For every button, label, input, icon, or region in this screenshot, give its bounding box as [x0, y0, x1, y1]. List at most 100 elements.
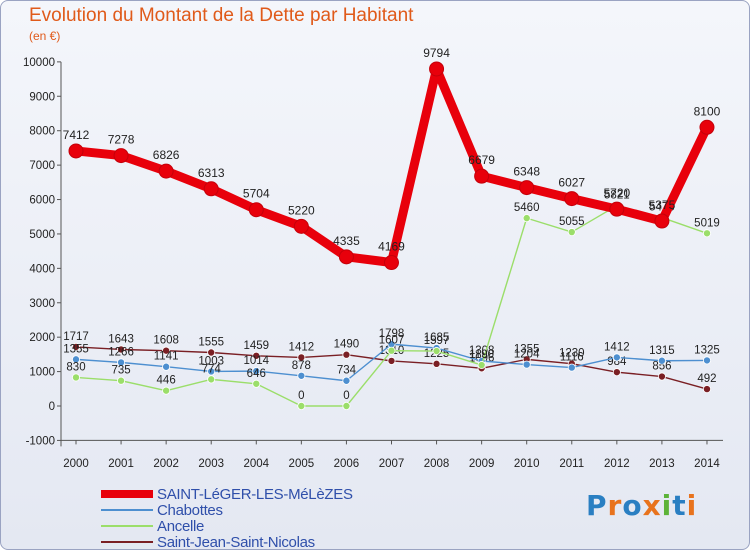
data-label: 8100: [694, 104, 721, 118]
data-point: [342, 376, 351, 385]
y-tick-label: 8000: [29, 126, 55, 138]
legend-label: SAINT-LéGER-LES-MéLèZES: [157, 485, 353, 503]
data-label: 878: [292, 360, 311, 372]
legend-label: Chabottes: [157, 501, 223, 519]
logo-letter: i: [661, 489, 673, 522]
data-label: 446: [157, 375, 176, 387]
data-point: [387, 346, 396, 355]
x-tick-label: 2005: [289, 458, 315, 470]
legend-swatch: [101, 525, 153, 527]
data-point: [699, 119, 715, 135]
data-label: 1412: [604, 341, 630, 353]
legend-item: Ancelle: [101, 518, 353, 535]
data-point: [567, 228, 576, 237]
data-point: [117, 376, 126, 385]
data-label: 774: [202, 363, 222, 375]
data-point: [342, 401, 351, 410]
y-tick-label: 6000: [29, 195, 55, 207]
data-point: [609, 201, 625, 217]
data-point: [657, 356, 666, 365]
data-point: [72, 355, 81, 364]
data-point: [158, 163, 174, 179]
y-tick-label: 1000: [29, 367, 55, 379]
data-point: [117, 358, 126, 367]
data-label: 1315: [649, 345, 675, 357]
data-label: 1608: [153, 335, 179, 347]
data-point: [522, 214, 531, 223]
data-point: [162, 346, 171, 355]
data-point: [477, 361, 486, 370]
data-label: 6313: [198, 166, 225, 180]
x-tick-label: 2009: [469, 458, 495, 470]
data-point: [72, 373, 81, 382]
data-point: [612, 353, 621, 362]
data-point: [248, 202, 264, 218]
y-tick-label: 9000: [29, 91, 55, 103]
data-point: [207, 367, 216, 376]
data-label: 1308: [469, 345, 495, 357]
data-point: [297, 401, 306, 410]
chart-subtitle: (en €): [29, 29, 61, 43]
data-label: 856: [652, 361, 671, 373]
data-point: [252, 367, 261, 376]
data-label: 1355: [63, 343, 89, 355]
proxiti-logo: Proxiti: [586, 489, 697, 522]
data-label: 5220: [288, 203, 315, 217]
data-label: 1116: [560, 352, 584, 364]
logo-letter: P: [586, 489, 608, 522]
legend-item: Saint-Jean-Saint-Nicolas: [101, 533, 353, 550]
data-point: [702, 229, 711, 238]
y-tick-label: 4000: [29, 263, 55, 275]
data-label: 1798: [379, 328, 405, 340]
data-point: [203, 181, 219, 197]
data-point: [519, 180, 535, 196]
y-tick-label: 10000: [23, 57, 55, 69]
y-tick-label: 7000: [29, 160, 55, 172]
data-label: 6826: [153, 148, 180, 162]
legend-swatch: [101, 509, 153, 511]
data-point: [702, 385, 711, 394]
legend-swatch: [101, 541, 153, 543]
data-label: 1141: [154, 351, 179, 363]
data-point: [654, 213, 670, 229]
legend-item: SAINT-LéGER-LES-MéLèZES: [101, 485, 353, 503]
data-point: [342, 350, 351, 359]
logo-letter: i: [686, 489, 698, 522]
data-label: 1355: [514, 343, 540, 355]
data-label: 734: [337, 365, 357, 377]
data-label: 1459: [243, 340, 269, 352]
legend-label: Saint-Jean-Saint-Nicolas: [157, 533, 315, 550]
chart-title: Evolution du Montant de la Dette par Hab…: [29, 5, 414, 26]
logo-letter: t: [672, 489, 687, 522]
data-point: [432, 359, 441, 368]
data-point: [387, 356, 396, 365]
data-label: 5375: [649, 198, 676, 212]
data-label: 1412: [289, 341, 315, 353]
data-label: 1014: [243, 355, 269, 367]
data-label: 735: [111, 365, 130, 377]
data-point: [252, 351, 261, 360]
data-label: 1685: [424, 332, 450, 344]
data-label: 5821: [604, 190, 630, 202]
data-point: [702, 356, 711, 365]
data-label: 1597: [424, 335, 450, 347]
data-label: 5704: [243, 187, 270, 201]
x-tick-label: 2013: [649, 458, 675, 470]
logo-letter: r: [607, 489, 623, 522]
data-point: [383, 255, 399, 271]
x-tick-label: 2012: [604, 458, 630, 470]
data-label: 1717: [63, 331, 89, 343]
x-tick-label: 2010: [514, 458, 540, 470]
y-tick-label: 5000: [29, 229, 55, 241]
data-label: 4335: [333, 234, 360, 248]
data-label: 1325: [694, 344, 720, 356]
x-tick-label: 2002: [153, 458, 179, 470]
data-point: [657, 372, 666, 381]
data-point: [522, 360, 531, 369]
legend-swatch: [101, 490, 153, 498]
data-label: 1190: [469, 349, 494, 361]
data-point: [113, 148, 129, 164]
data-point: [68, 143, 84, 159]
data-point: [297, 371, 306, 380]
